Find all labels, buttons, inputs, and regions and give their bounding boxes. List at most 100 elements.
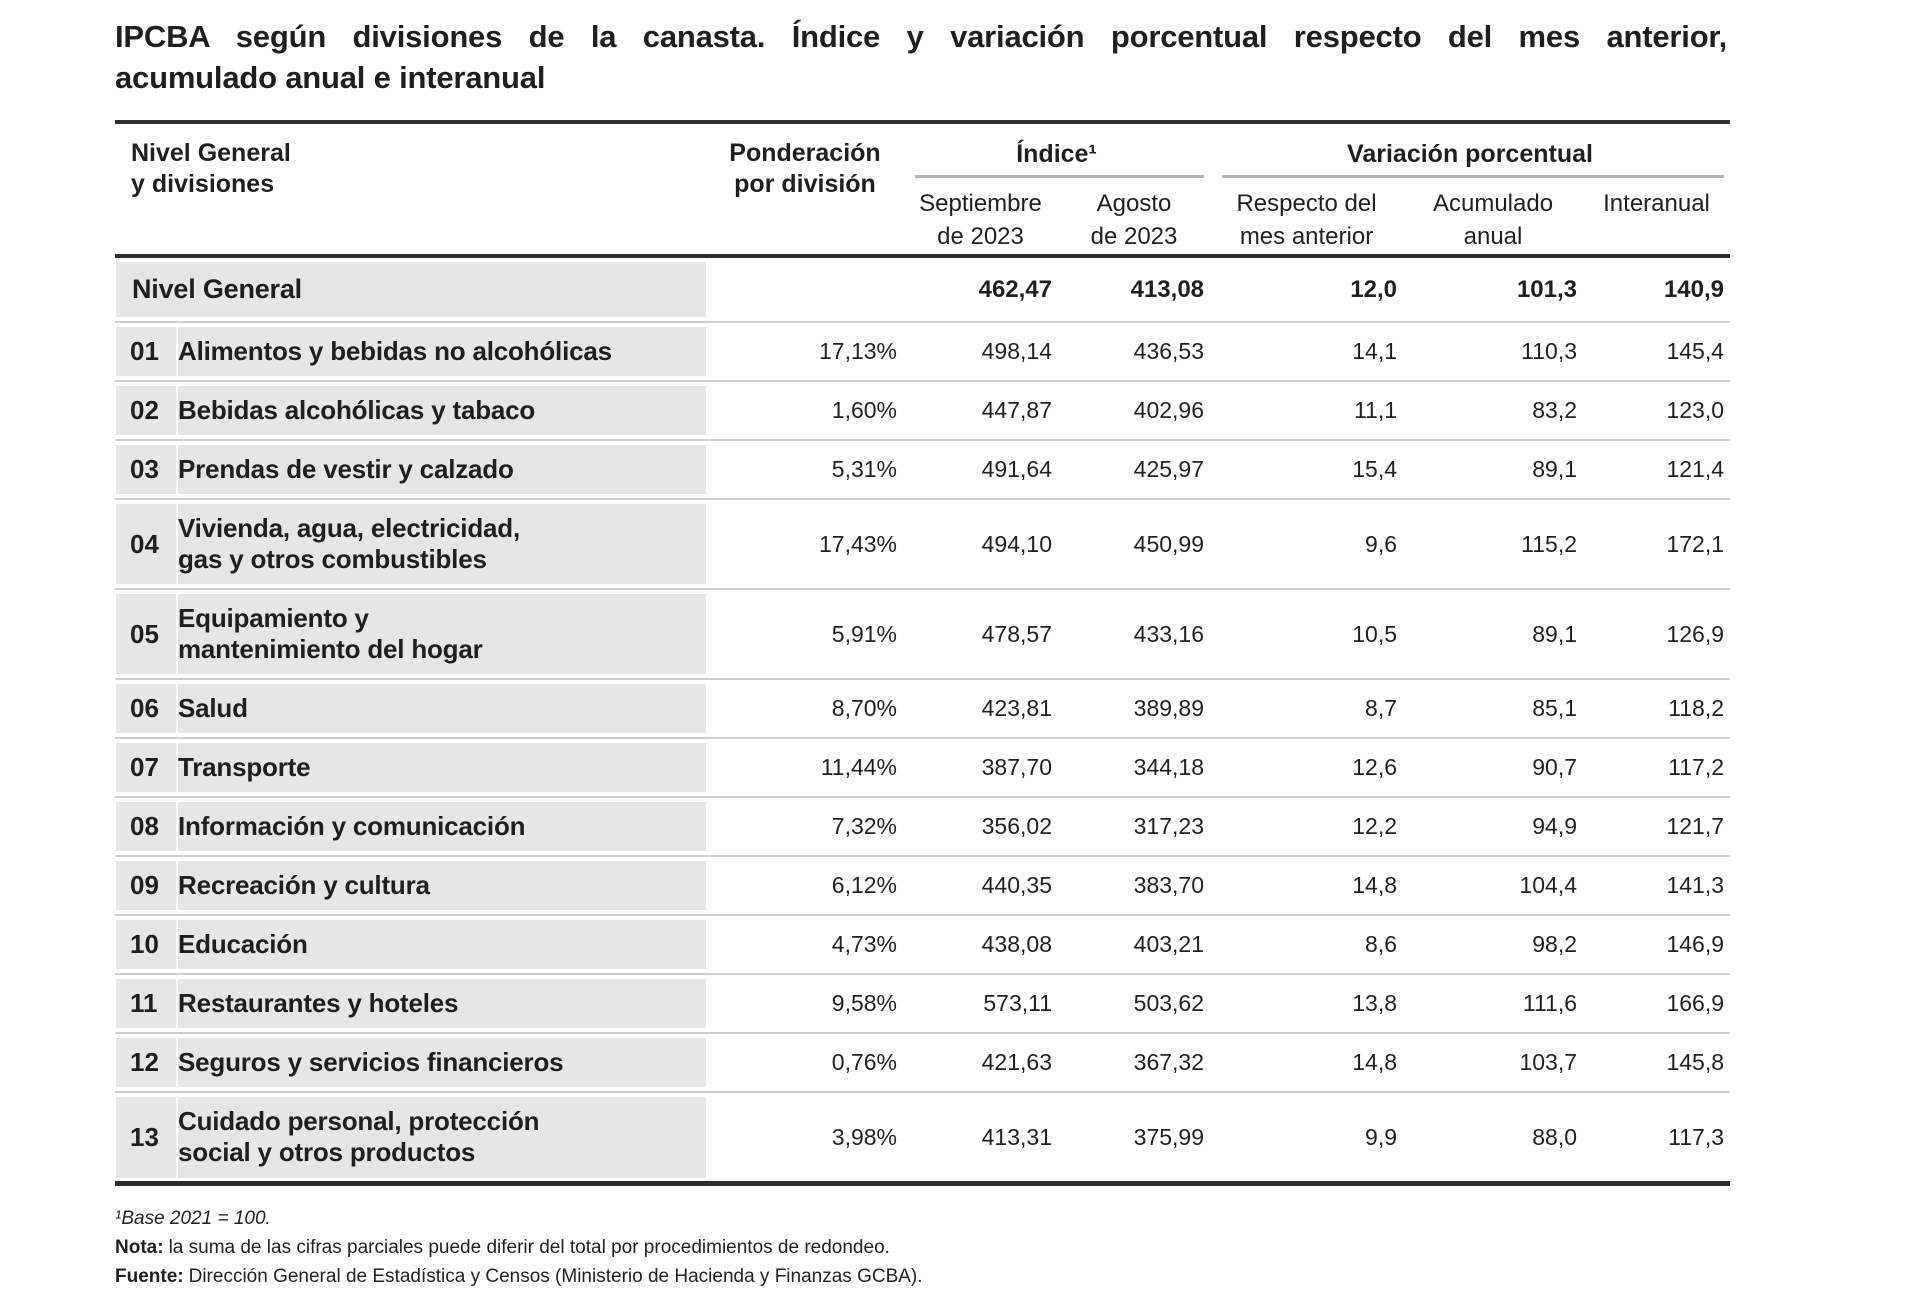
cell-division-mensual: 14,1: [1210, 321, 1404, 381]
table-row-division: 05 Equipamiento y mantenimiento del hoga…: [115, 588, 1731, 679]
cell-division-interanual: 146,9: [1583, 914, 1731, 974]
cell-division-ponderacion: 7,32%: [707, 796, 903, 856]
footnote-nota: Nota: la suma de las cifras parciales pue…: [115, 1233, 1730, 1262]
table-body: Nivel General 462,47 413,08 12,0 101,3 1…: [115, 254, 1731, 1186]
cell-division-interanual: 123,0: [1583, 380, 1731, 440]
cell-division-acumulado: 89,1: [1403, 588, 1584, 679]
cell-nivel-general-interanual: 140,9: [1583, 254, 1731, 322]
cell-division-septiembre: 423,81: [903, 678, 1058, 738]
header-interanual: Interanual: [1603, 190, 1710, 217]
cell-division-ponderacion: 9,58%: [707, 973, 903, 1033]
cell-division-septiembre: 438,08: [903, 914, 1058, 974]
footnote-nota-text: la suma de las cifras parciales puede di…: [168, 1237, 890, 1258]
cell-nivel-general-ponderacion: [707, 254, 903, 322]
cell-division-code: 02: [115, 380, 177, 440]
ipcba-table: Nivel General y divisiones Ponderación p…: [115, 120, 1731, 1186]
cell-division-ponderacion: 17,43%: [707, 498, 903, 589]
cell-division-acumulado: 98,2: [1403, 914, 1584, 974]
cell-division-ponderacion: 8,70%: [707, 678, 903, 738]
cell-division-agosto: 433,16: [1058, 588, 1211, 679]
cell-division-acumulado: 94,9: [1403, 796, 1584, 856]
cell-division-interanual: 121,4: [1583, 439, 1731, 499]
cell-nivel-general-agosto: 413,08: [1058, 254, 1211, 322]
cell-division-ponderacion: 4,73%: [707, 914, 903, 974]
table-row-division: 02 Bebidas alcohólicas y tabaco 1,60% 44…: [115, 380, 1731, 440]
cell-division-acumulado: 83,2: [1403, 380, 1584, 440]
cell-division-ponderacion: 5,91%: [707, 588, 903, 679]
cell-division-agosto: 317,23: [1058, 796, 1211, 856]
footnote-fuente-label: Fuente:: [115, 1266, 184, 1287]
cell-division-septiembre: 387,70: [903, 737, 1058, 797]
cell-division-name: Transporte: [177, 737, 707, 797]
cell-division-interanual: 145,8: [1583, 1032, 1731, 1092]
cell-division-ponderacion: 5,31%: [707, 439, 903, 499]
cell-division-code: 08: [115, 796, 177, 856]
cell-division-agosto: 403,21: [1058, 914, 1211, 974]
cell-division-code: 11: [115, 973, 177, 1033]
cell-division-agosto: 375,99: [1058, 1091, 1211, 1186]
cell-nivel-general-septiembre: 462,47: [903, 254, 1058, 322]
header-group-variacion: Variación porcentual: [1210, 122, 1730, 178]
cell-division-septiembre: 356,02: [903, 796, 1058, 856]
cell-division-mensual: 8,6: [1210, 914, 1404, 974]
cell-division-septiembre: 498,14: [903, 321, 1058, 381]
cell-division-mensual: 13,8: [1210, 973, 1404, 1033]
header-respecto-mes-anterior: Respecto del mes anterior: [1236, 190, 1377, 250]
cell-division-mensual: 14,8: [1210, 1032, 1404, 1092]
cell-division-name: Vivienda, agua, electricidad, gas y otro…: [177, 498, 707, 589]
cell-division-name: Prendas de vestir y calzado: [177, 439, 707, 499]
cell-division-code: 13: [115, 1091, 177, 1186]
header-group-indice: Índice¹: [903, 122, 1210, 178]
cell-division-acumulado: 88,0: [1403, 1091, 1584, 1186]
footnote-fuente: Fuente: Dirección General de Estadística …: [115, 1262, 1730, 1291]
cell-division-ponderacion: 6,12%: [707, 855, 903, 915]
table-row-division: 06 Salud 8,70% 423,81 389,89 8,7 85,1 11…: [115, 678, 1731, 738]
cell-division-agosto: 503,62: [1058, 973, 1211, 1033]
cell-division-code: 06: [115, 678, 177, 738]
page: IPCBA según divisiones de la canasta. Ín…: [115, 19, 1731, 1291]
cell-division-agosto: 389,89: [1058, 678, 1211, 738]
table-row-division: 10 Educación 4,73% 438,08 403,21 8,6 98,…: [115, 914, 1731, 974]
cell-division-name: Restaurantes y hoteles: [177, 973, 707, 1033]
cell-division-agosto: 450,99: [1058, 498, 1211, 589]
cell-division-agosto: 367,32: [1058, 1032, 1211, 1092]
table-row-division: 08 Información y comunicación 7,32% 356,…: [115, 796, 1731, 856]
table-row-division: 04 Vivienda, agua, electricidad, gas y o…: [115, 498, 1731, 589]
cell-division-name: Cuidado personal, protección social y ot…: [177, 1091, 707, 1186]
cell-division-interanual: 166,9: [1583, 973, 1731, 1033]
cell-division-interanual: 118,2: [1583, 678, 1731, 738]
cell-division-septiembre: 413,31: [903, 1091, 1058, 1186]
header-nivel-general-divisiones: Nivel General y divisiones: [131, 139, 291, 198]
footnote-base: ¹Base 2021 = 100.: [115, 1208, 271, 1229]
header-agosto-2023: Agosto de 2023: [1090, 190, 1178, 250]
cell-division-interanual: 117,3: [1583, 1091, 1731, 1186]
cell-division-agosto: 383,70: [1058, 855, 1211, 915]
cell-division-code: 05: [115, 588, 177, 679]
cell-division-acumulado: 104,4: [1403, 855, 1584, 915]
cell-division-acumulado: 115,2: [1403, 498, 1584, 589]
cell-division-mensual: 9,6: [1210, 498, 1404, 589]
cell-division-ponderacion: 17,13%: [707, 321, 903, 381]
table-row-division: 12 Seguros y servicios financieros 0,76%…: [115, 1032, 1731, 1092]
cell-division-name: Equipamiento y mantenimiento del hogar: [177, 588, 707, 679]
cell-division-mensual: 9,9: [1210, 1091, 1404, 1186]
cell-division-code: 12: [115, 1032, 177, 1092]
cell-division-name: Seguros y servicios financieros: [177, 1032, 707, 1092]
cell-division-interanual: 172,1: [1583, 498, 1731, 589]
cell-division-acumulado: 110,3: [1403, 321, 1584, 381]
cell-division-ponderacion: 1,60%: [707, 380, 903, 440]
header-ponderacion: Ponderación por división: [729, 139, 881, 198]
cell-nivel-general-acumulado: 101,3: [1403, 254, 1584, 322]
cell-division-agosto: 436,53: [1058, 321, 1211, 381]
cell-division-code: 04: [115, 498, 177, 589]
page-title-line1: IPCBA según divisiones de la canasta. Ín…: [115, 19, 1727, 54]
cell-division-septiembre: 478,57: [903, 588, 1058, 679]
cell-division-septiembre: 491,64: [903, 439, 1058, 499]
table-row-nivel-general: Nivel General 462,47 413,08 12,0 101,3 1…: [115, 254, 1731, 322]
cell-division-interanual: 141,3: [1583, 855, 1731, 915]
table-row-division: 07 Transporte 11,44% 387,70 344,18 12,6 …: [115, 737, 1731, 797]
cell-division-name: Información y comunicación: [177, 796, 707, 856]
cell-division-name: Alimentos y bebidas no alcohólicas: [177, 321, 707, 381]
cell-division-interanual: 126,9: [1583, 588, 1731, 679]
cell-division-mensual: 14,8: [1210, 855, 1404, 915]
